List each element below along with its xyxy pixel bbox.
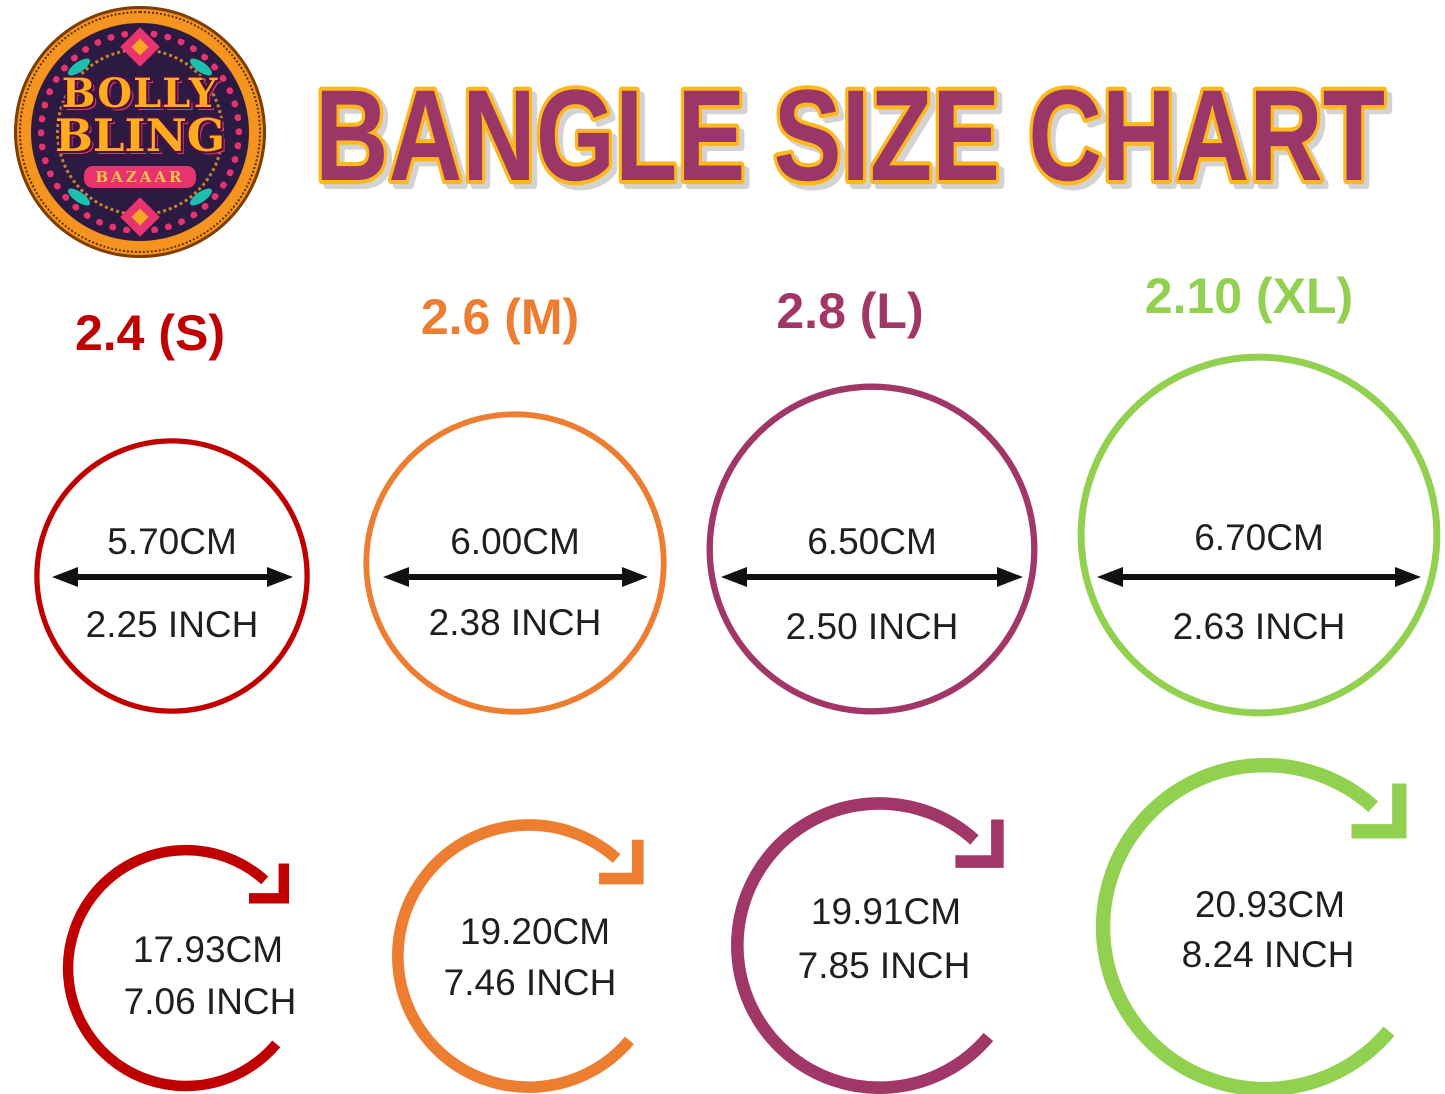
logo: BOLLY BLING BAZAAR [14,6,266,258]
diameter-cm-m: 6.00CM [450,521,580,562]
arc-arrowhead-icon [248,863,290,904]
logo-text: BOLLY BLING BAZAAR [14,6,266,258]
page-title: BANGLE SIZE CHART [311,62,1389,202]
arc-outline [62,844,281,1092]
circumference-inch-xl: 8.24 INCH [1181,934,1355,975]
diameter-circle-s [34,438,310,714]
diameter-inch-s: 2.25 INCH [85,604,259,645]
arc-outline [1095,758,1395,1094]
size-label-m: 2.6 (M) [420,289,580,345]
diameter-cm-s: 5.70CM [107,521,237,562]
diameter-arrow-icon [721,567,1023,587]
arc-arrowhead-icon [599,839,644,885]
logo-word-bling: BLING [54,109,226,163]
circumference-cm-xl: 20.93CM [1194,884,1346,925]
diameter-arrow-icon [383,567,648,587]
diameter-inch-xl: 2.63 INCH [1172,606,1346,647]
size-label-l: 2.8 (L) [776,283,924,339]
diameter-cm-l: 6.50CM [807,521,937,562]
diameter-cm-xl: 6.70CM [1194,517,1324,558]
diameter-inch-l: 2.50 INCH [785,606,959,647]
diameter-arrow-icon [1097,567,1421,587]
circle-outline [706,383,1038,715]
size-label-xl: 2.10 (XL) [1144,268,1354,324]
size-label-s: 2.4 (S) [74,305,226,361]
circumference-inch-s: 7.06 INCH [123,981,297,1022]
circumference-cm-l: 19.91CM [810,891,962,932]
diameter-circle-m [363,411,667,715]
circumference-cm-m: 19.20CM [459,911,611,952]
logo-word-bazaar: BAZAAR [84,165,196,188]
arc-outline [731,797,994,1094]
circle-outline [1077,353,1441,717]
diameter-circle-l [706,383,1038,715]
arc-arrowhead-icon [955,819,1004,868]
arc-outline [392,819,634,1093]
circumference-arc-xl [1095,758,1407,1094]
circle-outline [34,438,310,714]
diameter-arrow-icon [52,567,293,587]
circumference-cm-s: 17.93CM [132,929,284,970]
circumference-inch-m: 7.46 INCH [443,962,617,1003]
diameter-inch-m: 2.38 INCH [428,602,602,643]
circumference-arc-s [62,844,290,1092]
arc-arrowhead-icon [1351,783,1407,839]
circumference-inch-l: 7.85 INCH [797,945,971,986]
page-title-text: BANGLE SIZE CHART [315,63,1385,202]
logo-word-bolly: BOLLY [61,70,219,118]
circumference-arc-l [731,797,1004,1094]
circumference-arc-m [392,819,644,1093]
circle-outline [363,411,667,715]
diameter-circle-xl [1077,353,1441,717]
